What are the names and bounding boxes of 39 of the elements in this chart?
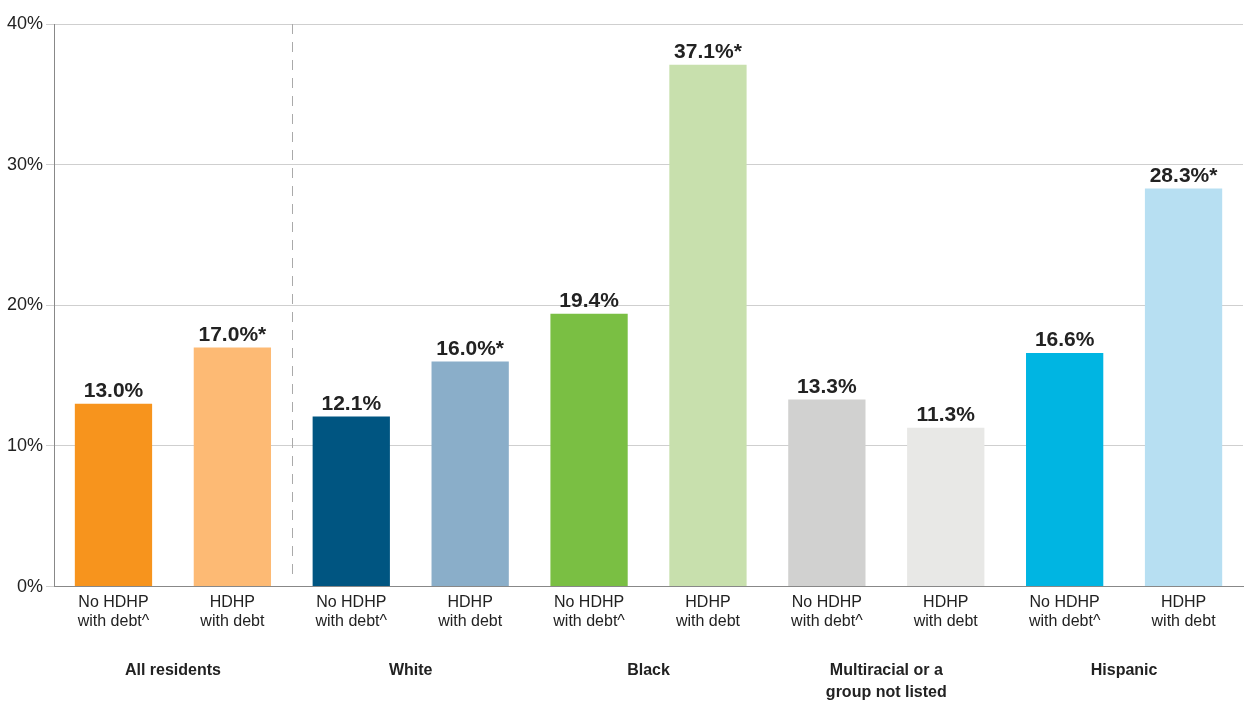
y-tick-label: 30% (7, 153, 44, 174)
y-tick-label: 10% (7, 434, 44, 455)
y-tick-label: 40% (7, 12, 44, 33)
x-tick-label: HDHP with debt (1150, 592, 1217, 629)
data-label: 11.3% (916, 401, 976, 425)
bar (74, 403, 153, 587)
data-label: 28.3%* (1149, 162, 1219, 186)
text: All residents (124, 661, 222, 679)
x-tick-label: HDHP with debt (674, 592, 741, 629)
text: Hispanic (1090, 661, 1158, 679)
bar (669, 64, 747, 587)
bar (431, 361, 509, 587)
text: White (388, 661, 433, 679)
x-tick-label: HDHP with debt (437, 592, 503, 629)
data-label: 12.1% (321, 390, 382, 414)
bar (1026, 353, 1104, 587)
text: Multiracial or a group not listed (825, 661, 947, 701)
bar (1144, 188, 1223, 587)
bar (312, 416, 390, 587)
x-tick-label: No HDHP with debt^ (552, 592, 626, 629)
data-label: 13.3% (797, 373, 857, 397)
data-label: 19.4% (559, 288, 620, 312)
data-label: 16.6% (1034, 327, 1095, 351)
x-tick-label: No HDHP with debt^ (314, 592, 388, 629)
data-label: 17.0%* (198, 321, 268, 345)
x-tick-label: HDHP with debt (199, 592, 265, 629)
text: Black (627, 661, 670, 679)
data-label: 16.0%* (436, 335, 505, 359)
bar (550, 313, 628, 587)
x-tick-label: No HDHP with debt^ (790, 592, 864, 629)
x-tick-label: No HDHP with debt^ (76, 592, 150, 629)
x-tick-label: No HDHP with debt^ (1027, 592, 1101, 629)
bar (907, 427, 985, 587)
y-tick-label: 20% (7, 294, 44, 315)
y-tick-label: 0% (17, 575, 44, 596)
bar (193, 347, 272, 587)
x-tick-label: HDHP with debt (912, 592, 979, 629)
data-label: 37.1%* (674, 39, 743, 63)
data-label: 13.0% (83, 378, 144, 402)
